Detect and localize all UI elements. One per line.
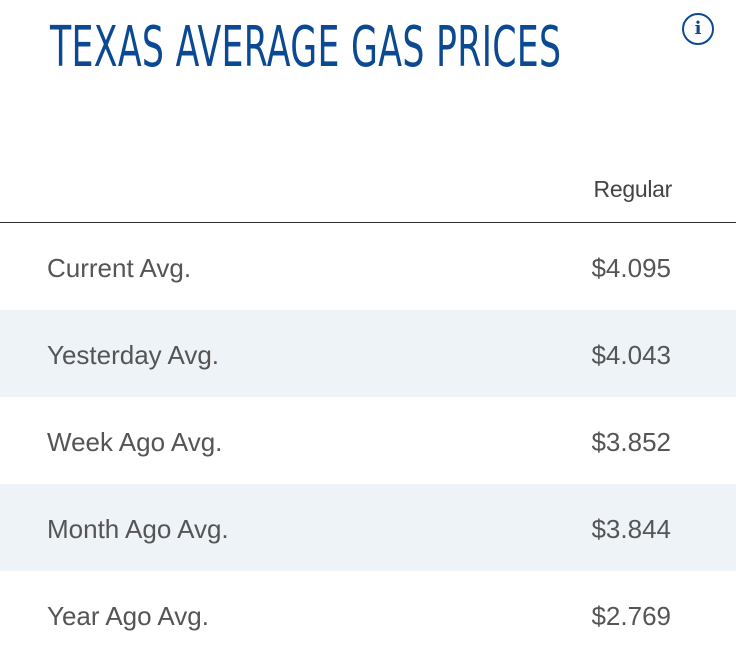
table-row: Week Ago Avg. $3.852 [0,397,736,484]
row-label: Month Ago Avg. [47,514,229,544]
table-row: Month Ago Avg. $3.844 [0,484,736,571]
table-header: Regular [0,150,736,223]
table-row: Yesterday Avg. $4.043 [0,310,736,397]
info-icon[interactable]: i [682,13,714,45]
row-label: Week Ago Avg. [47,427,223,457]
row-label: Yesterday Avg. [47,340,220,370]
row-value-regular: $2.769 [591,601,671,631]
row-value-regular: $3.844 [591,514,671,544]
row-value-regular: $3.852 [591,427,671,457]
row-value-regular: $4.043 [591,340,671,370]
page-title: TEXAS AVERAGE GAS PRICES [50,15,562,80]
row-value-regular: $4.095 [591,253,671,283]
gas-price-table: Regular Current Avg. $4.095 Yesterday Av… [0,150,736,658]
table-row: Year Ago Avg. $2.769 [0,571,736,658]
column-header-regular: Regular [593,176,673,202]
row-label: Current Avg. [47,253,192,283]
page-header: TEXAS AVERAGE GAS PRICES i [0,0,736,100]
table-row: Current Avg. $4.095 [0,223,736,310]
row-label: Year Ago Avg. [47,601,209,631]
